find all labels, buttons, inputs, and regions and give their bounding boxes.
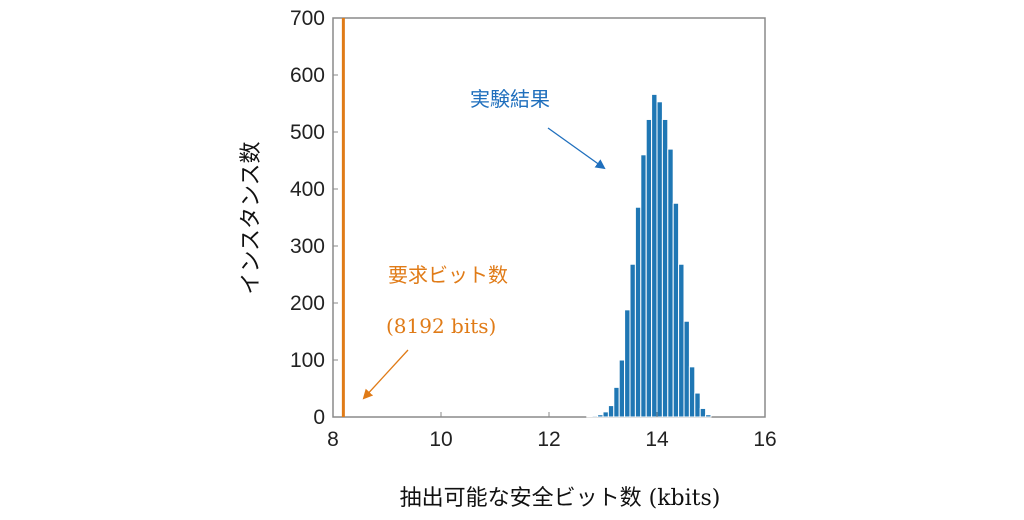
histogram-bar [672,202,680,418]
histogram-bar [678,263,685,418]
histogram-bar [688,366,696,418]
required-bits-arrow [362,349,409,400]
experiment-arrow [547,127,606,170]
histogram-bar [645,118,653,418]
y-tick-label: 700 [290,7,325,30]
x-axis-label: 抽出可能な安全ビット数 (kbits) [400,486,721,511]
y-axis-label: インスタンス数 [239,141,264,294]
y-axis: 0 100 200 300 400 500 600 700 [290,7,338,429]
histogram-bar [705,414,712,418]
histogram-bar [699,407,707,418]
y-tick-label: 200 [290,292,325,315]
histogram-bar [618,359,626,418]
histogram-bars [586,93,712,418]
x-axis: 8 10 12 14 16 [327,412,777,451]
histogram-bar [602,411,609,418]
y-tick-label: 400 [290,178,325,201]
required-bits-value-annotation: (8192 bits) [386,314,496,338]
histogram-bar [651,93,658,418]
x-tick-label: 14 [645,428,669,451]
x-tick-label: 10 [429,428,452,451]
histogram-bar [656,101,663,418]
histogram-bar [634,206,642,418]
x-tick-label: 16 [753,428,776,451]
experiment-annotation: 実験結果 [470,87,550,111]
histogram-bar [667,148,674,418]
plot-area [332,17,766,418]
histogram-bar [591,415,599,418]
required-bits-annotation: 要求ビット数 [388,263,508,287]
y-tick-label: 100 [290,349,325,372]
histogram-bar [586,415,593,418]
histogram-bar [661,118,669,418]
histogram-bar [694,392,701,418]
histogram-bar [629,263,636,418]
histogram-bar [624,309,631,418]
y-tick-label: 300 [290,235,325,258]
y-tick-label: 600 [290,64,325,87]
y-tick-label: 0 [313,406,325,429]
x-tick-label: 8 [327,428,339,451]
histogram-bar [683,320,690,418]
x-tick-label: 12 [537,428,560,451]
histogram-bar [607,405,615,418]
histogram-bar [613,386,620,418]
histogram-bar [597,414,604,418]
y-tick-label: 500 [290,121,325,144]
histogram-bar [640,154,647,418]
